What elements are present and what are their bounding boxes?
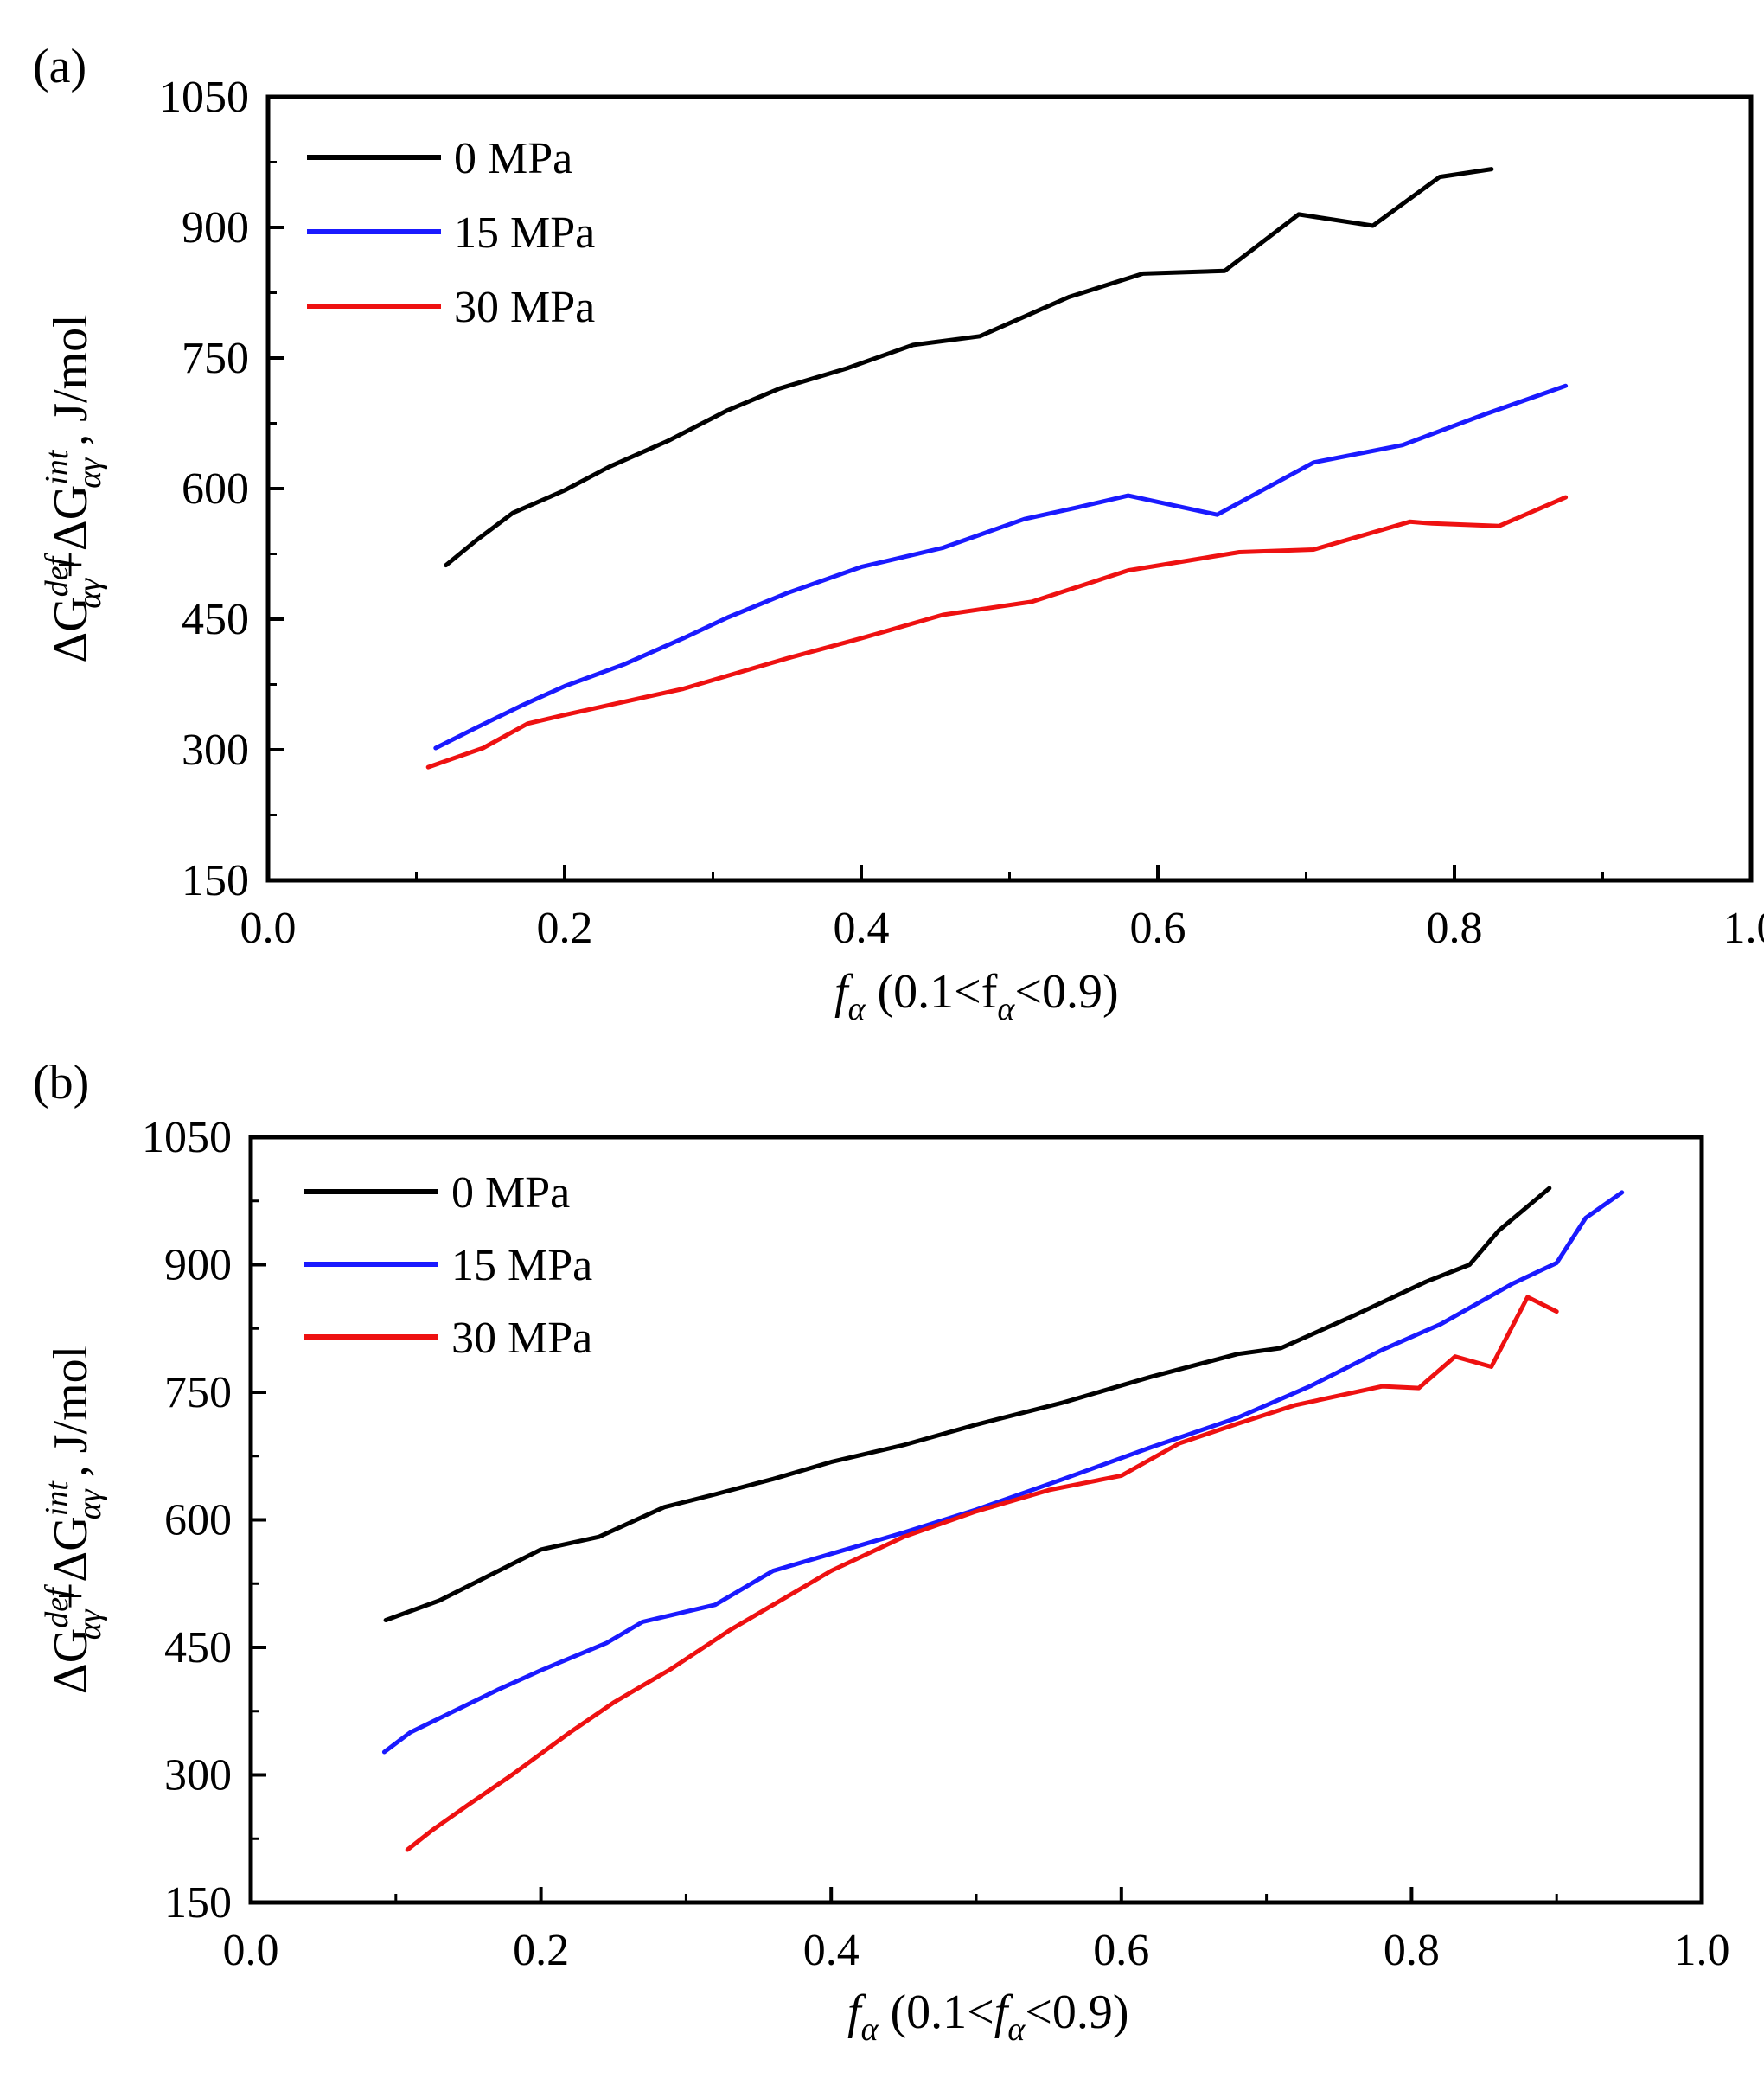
panel-a: (a) 150 300 450 600 750 900 1050 0.0 0.2 0.4 0.6 0.8…: [33, 40, 1764, 1027]
y-tick-label: 900: [182, 203, 249, 253]
legend-label: 30 MPa: [451, 1314, 592, 1363]
y-axis-title: ΔGdefαγ+ΔGintαγ , J/mol: [39, 1346, 108, 1694]
y-tick-label: 450: [182, 595, 249, 644]
x-tick-label: 0.0: [240, 904, 297, 953]
series-line-30-mpa: [405, 1295, 1559, 1852]
series-line-0-mpa: [444, 167, 1494, 568]
x-tick-label: 1.0: [1723, 904, 1764, 953]
legend-label: 0 MPa: [454, 134, 572, 183]
y-title-delta: Δ: [44, 632, 98, 663]
legend-label: 0 MPa: [451, 1168, 570, 1218]
x-tick-label: 0.2: [537, 904, 593, 953]
y-axis-title: ΔGdefαγ+ΔGintαγ , J/mol: [39, 314, 108, 662]
y-title-sub: αγ: [72, 578, 108, 609]
y-tick-label: 450: [164, 1623, 232, 1672]
y-tick-label: 600: [164, 1496, 232, 1545]
y-title-sub: αγ: [72, 457, 108, 489]
y-title-delta: Δ: [44, 1551, 98, 1583]
y-title-delta: Δ: [44, 1663, 98, 1694]
y-title-sup: def: [39, 553, 75, 597]
x-title-sub: α: [997, 991, 1015, 1027]
legend: 0 MPa 15 MPa 30 MPa: [307, 134, 595, 332]
x-title-sub: α: [861, 2011, 879, 2048]
x-title-sub: α: [848, 991, 866, 1027]
y-title-sup: def: [39, 1584, 75, 1628]
x-tick-label: 0.2: [513, 1926, 569, 1975]
y-tick-label: 1050: [142, 1113, 232, 1162]
legend: 0 MPa 15 MPa 30 MPa: [304, 1168, 592, 1363]
y-tick-label: 300: [164, 1751, 232, 1800]
y-title-unit: , J/mol: [44, 1346, 98, 1489]
x-title-range-end: <0.9): [1014, 965, 1118, 1019]
y-title-sup: int: [39, 449, 75, 485]
x-tick-label: 0.6: [1130, 904, 1186, 953]
x-axis-title: fα (0.1<fα<0.9): [847, 1985, 1129, 2048]
y-tick-label: 600: [182, 464, 249, 514]
y-tick-label: 1050: [159, 73, 249, 122]
panel-b: (b) 150 300 450 600 750 900 1050 0.0 0.2 0.4 0.6 0.8…: [33, 1056, 1730, 2048]
y-title-g: G: [44, 1516, 98, 1551]
x-title-range-end: <0.9): [1025, 1985, 1128, 2039]
x-title-range: (0.1<: [879, 1985, 994, 2039]
series-line-30-mpa: [425, 495, 1569, 770]
y-tick-label: 150: [182, 856, 249, 905]
legend-label: 30 MPa: [454, 283, 595, 332]
legend-label: 15 MPa: [451, 1241, 592, 1290]
y-tick-label: 300: [182, 726, 249, 775]
series-line-15-mpa: [433, 383, 1569, 751]
panel-label: (b): [33, 1056, 89, 1109]
series-line-15-mpa: [381, 1190, 1625, 1755]
y-title-g: G: [44, 597, 98, 631]
y-title-g: G: [44, 485, 98, 520]
x-title-range: (0.1<f: [866, 965, 998, 1019]
y-title-sub: αγ: [72, 1488, 108, 1519]
y-title-sup: int: [39, 1480, 75, 1517]
y-tick-label: 150: [164, 1878, 232, 1928]
x-tick-label: 0.8: [1427, 904, 1483, 953]
y-title-delta: Δ: [44, 520, 98, 551]
x-tick-label: 1.0: [1674, 1926, 1730, 1975]
legend-label: 15 MPa: [454, 208, 595, 258]
x-tick-label: 0.4: [834, 904, 890, 953]
y-tick-label: 900: [164, 1241, 232, 1290]
x-axis-title: fα (0.1<fα<0.9): [834, 965, 1119, 1027]
y-title-plus: +: [44, 1583, 98, 1610]
y-title-plus: +: [44, 551, 98, 579]
y-title-unit: , J/mol: [44, 314, 98, 457]
y-title-g: G: [44, 1628, 98, 1663]
x-title-sub: α: [1007, 2011, 1026, 2048]
y-tick-label: 750: [182, 334, 249, 383]
x-tick-label: 0.8: [1384, 1926, 1440, 1975]
x-tick-label: 0.6: [1093, 1926, 1149, 1975]
x-tick-label: 0.4: [803, 1926, 860, 1975]
x-tick-label: 0.0: [223, 1926, 279, 1975]
y-title-sub: αγ: [72, 1608, 108, 1640]
series-line-0-mpa: [383, 1186, 1552, 1622]
panel-label: (a): [33, 40, 86, 93]
y-tick-label: 750: [164, 1368, 232, 1417]
